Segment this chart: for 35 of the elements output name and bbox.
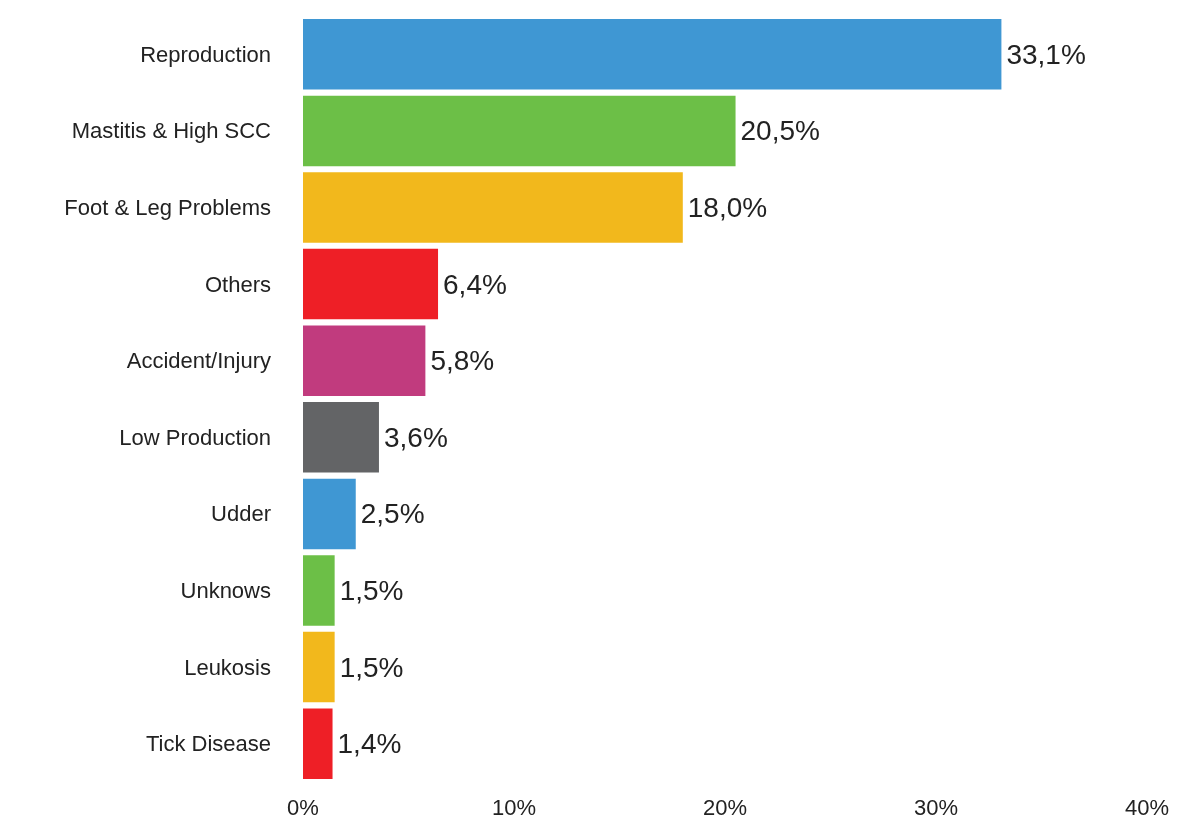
y-tick-label: Mastitis & High SCC [71,118,272,144]
y-tick-label: Udder [211,501,271,527]
data-label: 18,0% [687,192,768,223]
y-tick-label: Unknows [180,578,271,603]
bar [303,95,736,167]
bar [303,402,379,473]
y-tick-label: Others [204,271,271,297]
data-label: 20,5% [740,115,820,147]
x-tick-label: 30% [913,794,959,820]
data-label: 2,5% [360,498,425,530]
data-label: 6,4% [443,268,507,300]
y-tick-label: Leukosis [184,654,271,680]
bar [303,325,426,396]
x-tick-label: 0% [287,794,319,820]
data-label: 1,5% [339,651,404,683]
x-tick-label: 20% [702,794,748,820]
data-label: 5,8% [430,345,495,377]
bar [303,478,356,550]
bar [303,555,335,626]
x-tick-label: 10% [491,794,537,820]
y-tick-label: Foot & Leg Problems [64,195,271,220]
y-tick-label: Tick Disease [145,731,271,757]
bar [303,19,1002,90]
data-label: 33,1% [1006,38,1086,70]
bar [303,631,335,703]
bar [303,708,333,779]
x-tick-label: 40% [1124,794,1170,820]
y-tick-label: Accident/Injury [126,348,271,374]
data-label: 1,4% [337,728,402,760]
bar [303,248,439,320]
data-label: 1,5% [339,575,404,606]
y-tick-label: Reproduction [140,41,271,67]
y-tick-label: Low Production [119,424,271,450]
bar [303,172,683,243]
data-label: 3,6% [383,421,448,453]
